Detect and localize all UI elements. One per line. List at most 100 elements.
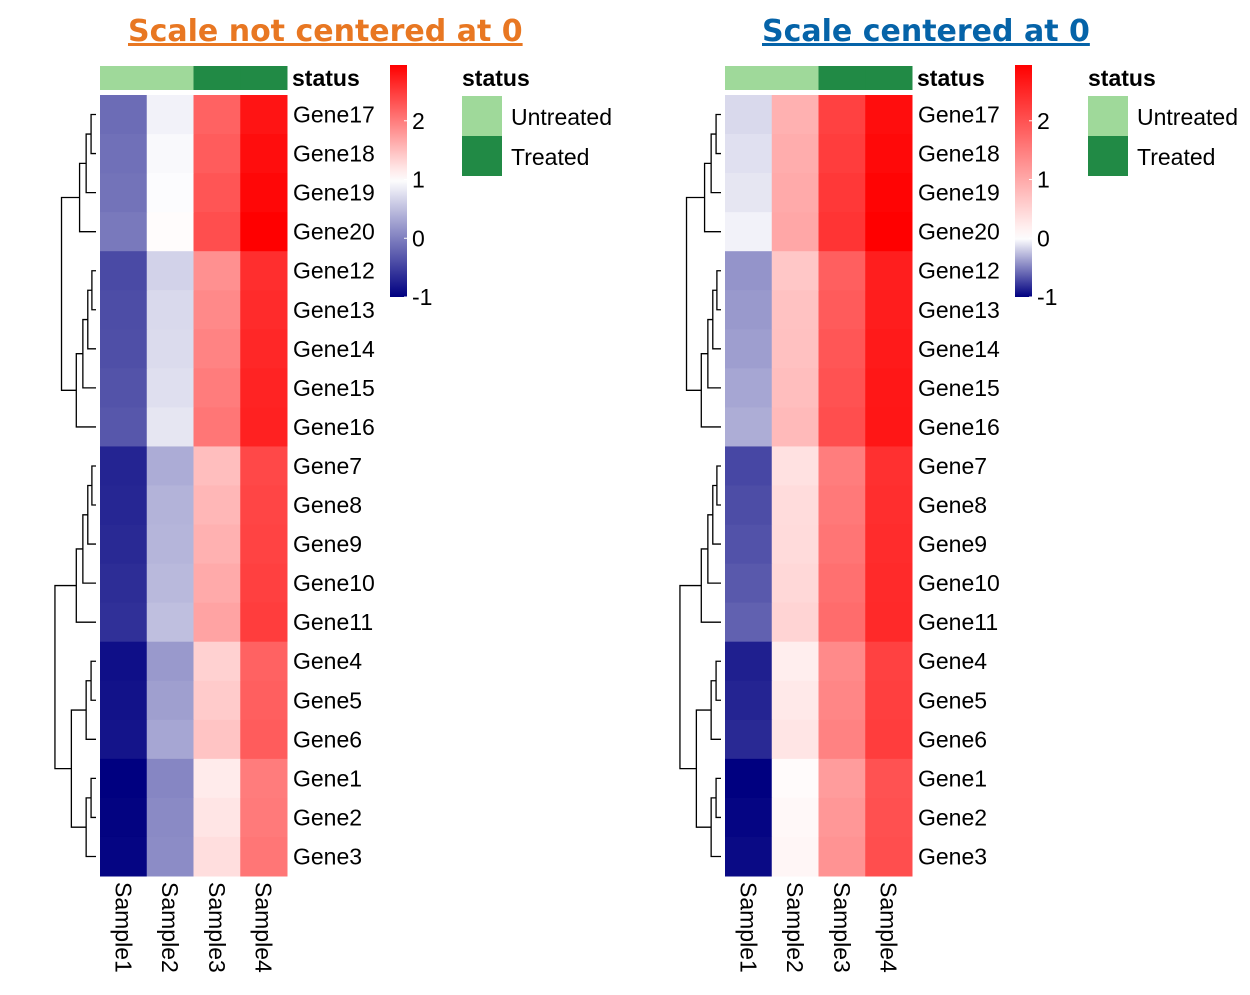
heatmap-cell: [865, 95, 913, 135]
row-label: Gene15: [293, 375, 375, 401]
heatmap-cell: [100, 212, 148, 252]
dendrogram-branch: [685, 196, 705, 391]
heatmap-cell: [100, 329, 148, 369]
heatmap-cell: [725, 719, 773, 760]
heatmap-cell: [818, 407, 866, 447]
row-label: Gene2: [293, 804, 362, 830]
row-label: Gene14: [918, 336, 1000, 362]
right-panel-title: Scale centered at 0: [762, 14, 1090, 49]
dendrogram-branch: [91, 270, 96, 311]
heatmap-cell: [240, 719, 288, 760]
status-legend-swatch: [462, 136, 502, 176]
heatmap-cell: [818, 602, 866, 643]
row-label: Gene9: [918, 531, 987, 557]
heatmap-cell: [240, 797, 288, 838]
status-annotation-cell: [865, 66, 913, 90]
dendrogram-branch: [82, 318, 96, 389]
heatmap-cell: [100, 719, 148, 760]
heatmap-cell: [193, 719, 241, 760]
dendrogram-branch: [90, 660, 96, 701]
heatmap-cell: [725, 173, 773, 213]
status-annotation-cell: [100, 66, 148, 90]
status-annotation-cell: [146, 66, 194, 90]
heatmap-cell: [146, 329, 194, 369]
heatmap-cell: [771, 329, 819, 369]
heatmap-cell: [771, 251, 819, 291]
heatmap-cell: [146, 368, 194, 408]
heatmap-cell: [193, 290, 241, 330]
heatmap-cell: [100, 836, 148, 877]
status-annotation-label: status: [917, 65, 985, 91]
dendrogram-branch: [90, 777, 96, 819]
heatmap-cell: [100, 563, 148, 604]
heatmap-cell: [725, 602, 773, 643]
dendrogram-branch: [60, 196, 80, 391]
heatmap-cell: [240, 251, 288, 291]
heatmap-cell: [100, 290, 148, 330]
color-scale-bar: [390, 65, 407, 297]
heatmap-cell: [865, 485, 913, 526]
heatmap-cell: [725, 836, 773, 877]
heatmap-cell: [240, 446, 288, 486]
column-label: Sample1: [735, 882, 761, 973]
heatmap-cell: [240, 95, 288, 135]
column-label: Sample1: [110, 882, 136, 973]
heatmap-cell: [100, 407, 148, 447]
heatmap-cell: [193, 368, 241, 408]
heatmap-cell: [818, 680, 866, 721]
dendrogram-branch: [715, 777, 721, 819]
dendrogram-branch: [87, 289, 96, 350]
heatmap-cell: [100, 173, 148, 213]
heatmap-cell: [100, 95, 148, 135]
heatmap-cell: [193, 251, 241, 291]
color-scale-tick-label: 2: [1037, 108, 1050, 134]
row-label: Gene18: [293, 141, 375, 167]
heatmap-cell: [865, 329, 913, 369]
heatmap-cell: [818, 719, 866, 760]
row-label: Gene7: [293, 453, 362, 479]
heatmap-cell: [100, 134, 148, 174]
heatmap-cell: [818, 836, 866, 877]
status-annotation-cell: [240, 66, 288, 90]
heatmap-cell: [240, 407, 288, 447]
color-scale-tick-label: 1: [412, 167, 425, 193]
heatmap-cell: [240, 290, 288, 330]
heatmap-cell: [725, 368, 773, 408]
dendrogram-branch: [707, 318, 721, 389]
heatmap-cell: [193, 446, 241, 486]
dendrogram-branch: [707, 514, 721, 584]
heatmap-cell: [146, 95, 194, 135]
heatmap-cell: [725, 134, 773, 174]
heatmap-cell: [818, 212, 866, 252]
row-label: Gene19: [918, 180, 1000, 206]
heatmap-cell: [193, 329, 241, 369]
heatmap-cell: [240, 173, 288, 213]
heatmap-cell: [865, 446, 913, 486]
heatmap-cell: [725, 680, 773, 721]
row-label: Gene7: [918, 453, 987, 479]
heatmap-cell: [240, 641, 288, 682]
heatmap-cell: [100, 602, 148, 643]
row-label: Gene10: [918, 570, 1000, 596]
heatmap-cell: [818, 524, 866, 565]
heatmap-cell: [193, 95, 241, 135]
row-label: Gene13: [293, 297, 375, 323]
heatmap-cell: [725, 797, 773, 838]
row-label: Gene17: [293, 102, 375, 128]
heatmap-cell: [100, 446, 148, 486]
heatmap-cell: [865, 524, 913, 565]
heatmap-cell: [240, 758, 288, 799]
heatmap-cell: [725, 641, 773, 682]
heatmap-cell: [771, 719, 819, 760]
row-label: Gene6: [918, 726, 987, 752]
heatmap-cell: [771, 485, 819, 526]
heatmap-cell: [865, 680, 913, 721]
heatmap-cell: [100, 485, 148, 526]
status-legend-title: status: [462, 65, 530, 91]
heatmap-cell: [865, 719, 913, 760]
heatmap-cell: [771, 797, 819, 838]
heatmap-cell: [865, 134, 913, 174]
heatmap-cell: [100, 758, 148, 799]
heatmap-cell: [865, 290, 913, 330]
color-scale-tick-label: 0: [412, 225, 425, 251]
